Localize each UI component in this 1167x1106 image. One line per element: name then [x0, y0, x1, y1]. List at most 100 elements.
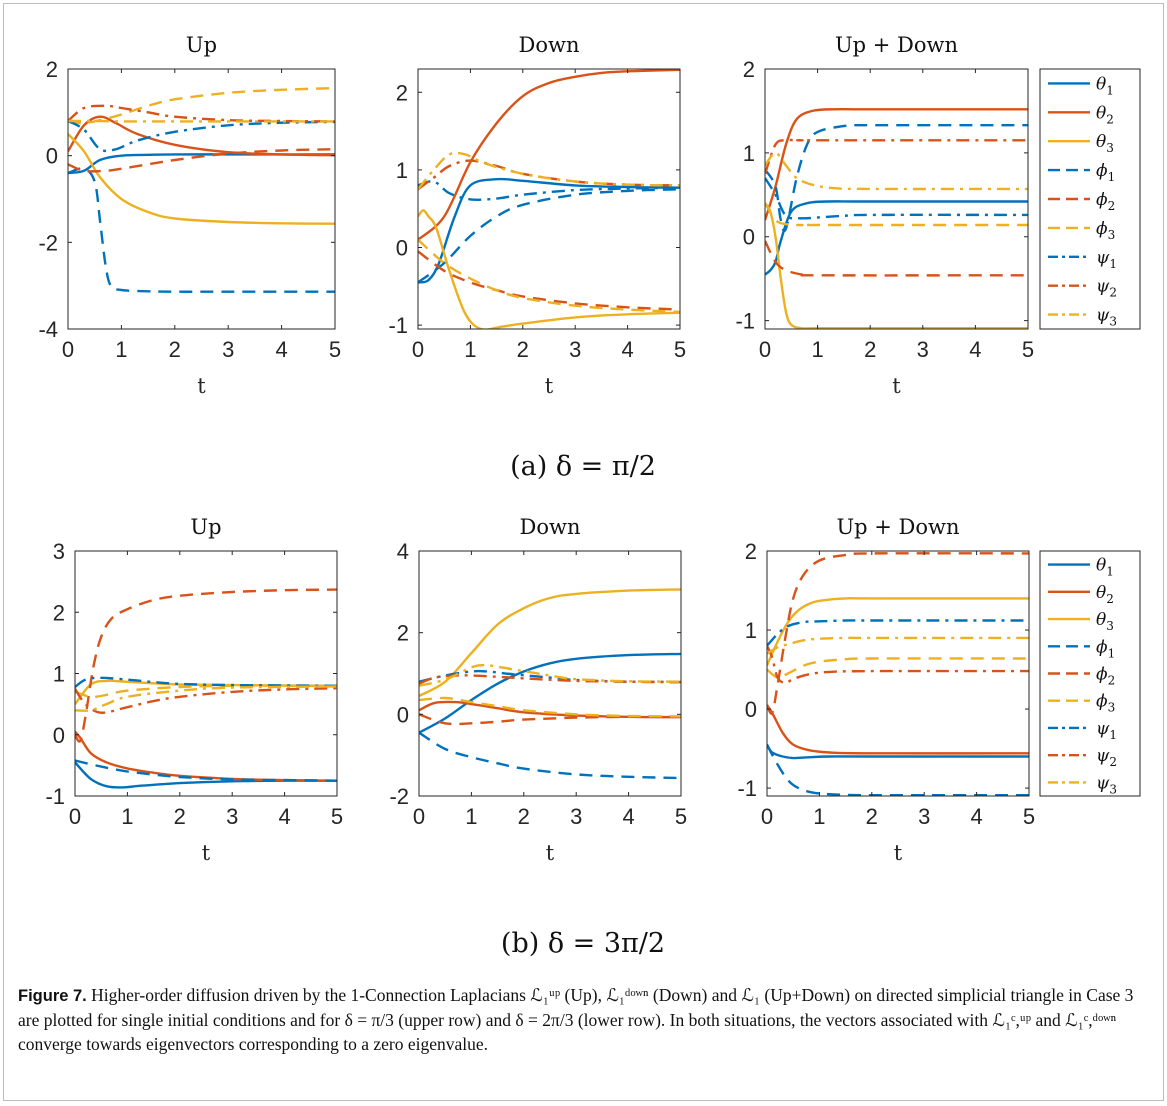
series-line-θ2 — [765, 107, 1028, 221]
y-tick-label: -1 — [388, 313, 408, 338]
x-tick-label: 2 — [174, 804, 186, 829]
series-line-ψ1 — [765, 177, 1028, 220]
y-tick-label: 0 — [53, 723, 65, 748]
x-tick-label: 0 — [69, 804, 81, 829]
y-tick-label: -1 — [735, 309, 755, 334]
series-line-ψ3 — [418, 151, 680, 191]
series-group — [68, 86, 335, 293]
legend-subscript: 2 — [1109, 755, 1117, 769]
x-axis-label: t — [197, 374, 206, 398]
x-tick-label: 2 — [866, 804, 878, 829]
y-tick-label: 3 — [53, 539, 65, 564]
x-tick-label: 3 — [222, 337, 234, 362]
y-tick-label: 1 — [396, 158, 408, 183]
y-tick-label: 4 — [397, 539, 409, 564]
panel-title: Down — [520, 515, 581, 539]
legend-subscript: 1 — [1106, 83, 1114, 97]
series-line-ϕ1 — [419, 731, 681, 780]
x-tick-label: 2 — [864, 337, 876, 362]
x-tick-label: 2 — [169, 337, 181, 362]
series-line-θ2 — [767, 704, 1029, 755]
legend-subscript: 2 — [1106, 112, 1114, 126]
series-line-ψ2 — [765, 138, 1028, 175]
series-line-θ1 — [418, 177, 680, 284]
y-tick-label: 2 — [396, 80, 408, 105]
panel-title: Up + Down — [836, 515, 959, 539]
legend-subscript: 2 — [1108, 199, 1116, 213]
legend-subscript: 3 — [1109, 782, 1117, 796]
panel-title: Up — [186, 33, 217, 57]
series-line-ψ2 — [418, 159, 680, 191]
legend-subscript: 3 — [1109, 315, 1117, 329]
x-tick-label: 5 — [331, 804, 343, 829]
x-tick-label: 1 — [115, 337, 127, 362]
series-group — [418, 69, 680, 329]
y-tick-label: 0 — [397, 702, 409, 727]
x-tick-label: 3 — [918, 804, 930, 829]
series-line-ϕ3 — [418, 238, 680, 314]
x-axis-label: t — [546, 841, 555, 865]
x-axis-label: t — [892, 374, 901, 398]
x-tick-label: 2 — [518, 804, 530, 829]
x-tick-label: 0 — [413, 804, 425, 829]
series-line-θ1 — [765, 200, 1028, 276]
axes-box — [67, 68, 336, 330]
x-tick-label: 4 — [275, 337, 287, 362]
y-tick-label: 0 — [46, 144, 58, 169]
axes-box — [418, 550, 682, 797]
y-tick-label: 2 — [745, 539, 757, 564]
legend-subscript: 2 — [1109, 286, 1117, 300]
legend-subscript: 1 — [1106, 565, 1114, 579]
series-line-ϕ1 — [75, 759, 337, 782]
x-tick-label: 0 — [759, 337, 771, 362]
y-tick-label: 1 — [53, 662, 65, 687]
x-tick-label: 3 — [570, 804, 582, 829]
series-line-ϕ1 — [765, 123, 1028, 233]
x-tick-label: 3 — [226, 804, 238, 829]
series-line-ψ1 — [418, 180, 680, 201]
x-tick-label: 3 — [917, 337, 929, 362]
x-axis-label: t — [202, 841, 211, 865]
subfigure-label-2: (b) δ = 3π/2 — [501, 928, 665, 959]
y-tick-label: 1 — [743, 141, 755, 166]
series-line-ψ3 — [767, 636, 1029, 655]
axes-box — [766, 550, 1030, 797]
legend-subscript: 3 — [1108, 701, 1116, 715]
series-line-θ2 — [418, 69, 680, 241]
x-tick-label: 0 — [761, 804, 773, 829]
series-line-ϕ3 — [68, 86, 335, 125]
y-tick-label: -1 — [45, 784, 65, 809]
legend-subscript: 1 — [1109, 257, 1117, 271]
x-tick-label: 2 — [517, 337, 529, 362]
series-line-ψ2 — [75, 687, 337, 714]
x-tick-label: 1 — [464, 337, 476, 362]
series-line-θ3 — [68, 133, 335, 225]
axes-box — [764, 68, 1029, 330]
x-tick-label: 4 — [622, 804, 634, 829]
series-line-ψ2 — [767, 645, 1029, 685]
y-tick-label: 1 — [745, 618, 757, 643]
series-line-ϕ2 — [418, 250, 680, 311]
legend-subscript: 1 — [1108, 170, 1116, 184]
series-line-ϕ3 — [419, 696, 681, 718]
series-line-ψ1 — [75, 676, 337, 688]
legend-subscript: 2 — [1106, 592, 1114, 606]
x-axis-label: t — [545, 374, 554, 398]
y-tick-label: -1 — [737, 776, 757, 801]
series-group — [767, 552, 1029, 796]
x-tick-label: 4 — [970, 804, 982, 829]
legend-subscript: 3 — [1106, 141, 1114, 155]
series-line-ϕ2 — [75, 588, 337, 743]
series-line-ϕ2 — [767, 552, 1029, 715]
axes-box — [417, 68, 681, 330]
legend-subscript: 3 — [1106, 619, 1114, 633]
y-tick-label: -2 — [38, 230, 58, 255]
x-tick-label: 4 — [621, 337, 633, 362]
x-tick-label: 1 — [813, 804, 825, 829]
y-tick-label: 2 — [53, 600, 65, 625]
